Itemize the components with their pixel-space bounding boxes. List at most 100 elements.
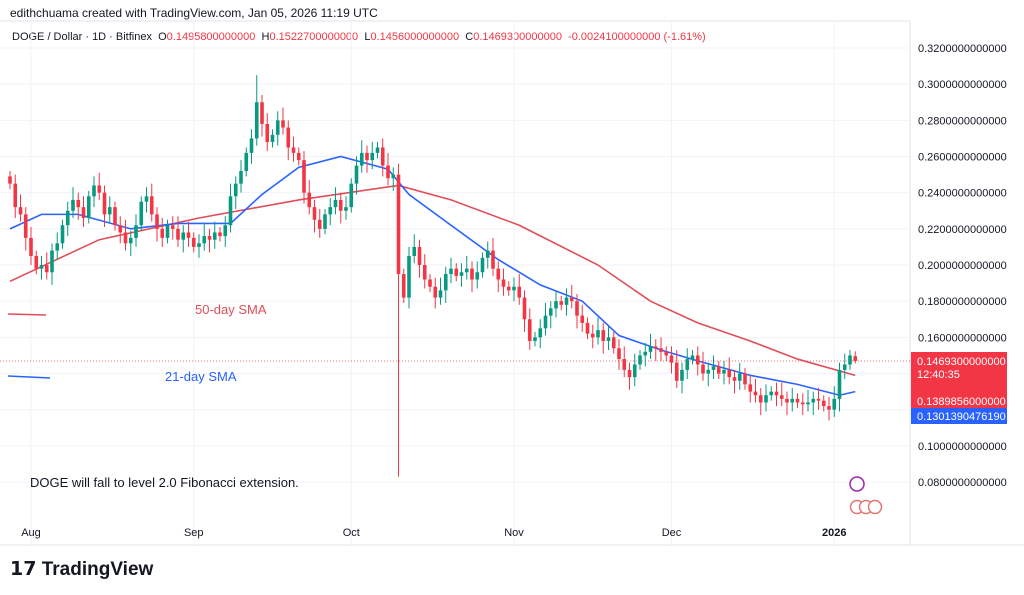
candle-body [827, 406, 831, 410]
candle-body [286, 127, 291, 148]
candle-body [842, 364, 847, 370]
candle-body [207, 236, 212, 240]
candle-body [113, 207, 117, 226]
y-tick-label: 0.2800000000000 [918, 115, 1007, 127]
high-value: 0.1522700000000 [269, 31, 359, 43]
candle-body [144, 196, 149, 202]
logo-icon: 𝟭𝟳 [10, 559, 42, 580]
close-label: C [465, 31, 474, 43]
candle-body [202, 236, 207, 244]
countdown-label: 12:40:35 [917, 369, 960, 381]
candle-body [13, 183, 18, 208]
candle-body [454, 268, 459, 276]
y-tick-label: 0.1600000000000 [918, 332, 1007, 344]
candle-body [328, 207, 333, 215]
candle-body [186, 232, 191, 238]
candle-body [396, 174, 401, 275]
candle-body [134, 225, 138, 238]
candle-body [128, 237, 133, 244]
open-label: O [158, 31, 167, 43]
candle-body [690, 355, 695, 360]
candle-body [606, 337, 611, 341]
candle-body [627, 369, 632, 378]
candle-body [438, 290, 443, 298]
candle-body [165, 225, 170, 238]
analysis-note: DOGE will fall to level 2.0 Fibonacci ex… [30, 475, 299, 490]
y-tick-label: 0.2600000000000 [918, 152, 1007, 164]
candle-body [779, 395, 784, 399]
candle-body [218, 232, 222, 237]
candle-body [123, 232, 128, 244]
x-tick-label: Sep [184, 527, 204, 539]
candle-body [795, 398, 800, 403]
candle-body [800, 402, 805, 405]
sma50-annotation-line [7, 313, 47, 316]
candle-body [533, 337, 537, 341]
candle-body [753, 391, 758, 396]
candle-body [711, 366, 716, 370]
candle-body [312, 207, 317, 220]
candle-body [317, 219, 322, 229]
candle-body [18, 207, 23, 215]
candle-body [197, 243, 201, 247]
close-value: 0.1469300000000 [473, 31, 562, 43]
candle-body [480, 257, 485, 273]
candle-body [506, 286, 511, 291]
candle-body [548, 308, 553, 316]
candle-body [785, 398, 789, 403]
candle-body [774, 391, 779, 396]
candle-body [71, 199, 75, 211]
candle-body [307, 192, 312, 208]
candle-body [522, 297, 527, 320]
candle-body [701, 364, 705, 374]
candle-body [97, 185, 102, 193]
us-flag-event-icon [867, 499, 883, 515]
candle-body [601, 330, 606, 341]
candle-body [648, 346, 653, 352]
candle-body [254, 102, 259, 139]
candle-body [737, 373, 742, 381]
candle-body [680, 369, 684, 381]
candle-body [249, 138, 254, 153]
candle-body [29, 237, 33, 256]
candle-body [39, 265, 44, 269]
candle-body [44, 265, 49, 273]
high-label: H [261, 31, 270, 43]
candle-body [575, 301, 579, 316]
candle-body [496, 268, 501, 280]
candle-body [459, 272, 464, 276]
y-tick-label: 0.3200000000000 [918, 43, 1007, 55]
sma21-price-label: 0.1301390476190 [917, 411, 1006, 423]
candle-body [349, 183, 354, 208]
candle-body [375, 147, 380, 153]
candle-body [732, 377, 737, 381]
candle-body [191, 237, 196, 247]
candle-body [102, 192, 107, 215]
tradingview-logo[interactable]: 𝟭𝟳 TradingView [10, 558, 153, 581]
y-tick-label: 0.2200000000000 [918, 224, 1007, 236]
candle-body [170, 225, 175, 229]
credit-text: edithchuama created with TradingView.com… [10, 6, 378, 20]
x-tick-label: Nov [504, 527, 524, 539]
candle-body [596, 330, 600, 338]
candle-body [92, 185, 96, 197]
candle-body [34, 255, 39, 269]
sma50-line [9, 184, 856, 377]
candle-body [464, 268, 469, 273]
candle-body [359, 152, 364, 166]
last-price-badge [911, 351, 1007, 394]
x-tick-label: Aug [21, 527, 41, 539]
candle-body [401, 274, 406, 298]
candle-body [296, 152, 301, 161]
candle-body [422, 265, 427, 280]
sma50-annotation: 50-day SMA [195, 302, 267, 317]
candle-body [837, 369, 842, 399]
candle-body [538, 328, 543, 338]
sma50-price-badge [911, 393, 1007, 408]
symbol-label[interactable]: DOGE / Dollar · 1D · Bitfinex [12, 31, 152, 43]
candle-body [816, 398, 821, 401]
candle-body [853, 356, 858, 361]
candle-body [244, 152, 249, 171]
candle-body [228, 196, 233, 226]
